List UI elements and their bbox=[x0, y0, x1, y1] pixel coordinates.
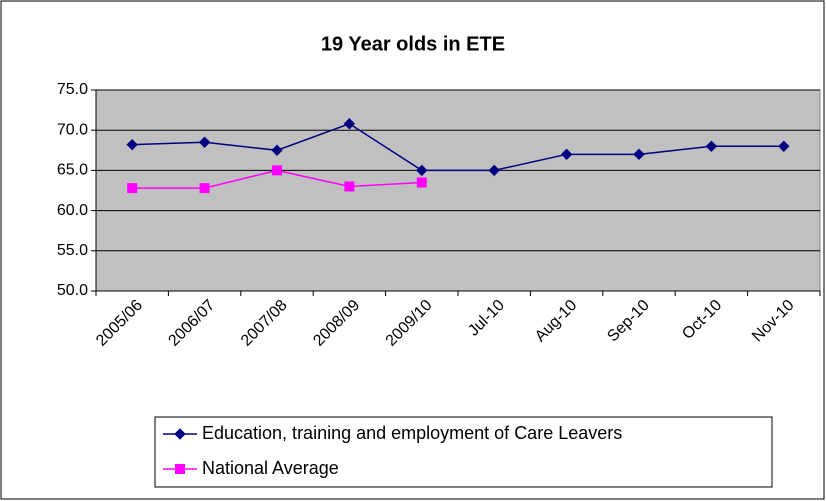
point bbox=[705, 140, 718, 152]
point bbox=[127, 183, 138, 194]
point bbox=[343, 118, 356, 130]
point bbox=[778, 140, 790, 152]
y-tick-label: 65.0 bbox=[57, 162, 88, 179]
chart-title: 19 Year olds in ETE bbox=[321, 33, 505, 55]
plot-area bbox=[95, 89, 821, 292]
point bbox=[416, 177, 427, 188]
point bbox=[175, 464, 185, 474]
point bbox=[271, 144, 283, 157]
legend: Education, training and employment of Ca… bbox=[154, 416, 773, 488]
point bbox=[416, 164, 428, 177]
point bbox=[174, 428, 186, 440]
point bbox=[198, 136, 211, 148]
point bbox=[272, 165, 282, 176]
y-tick-label: 55.0 bbox=[57, 242, 88, 259]
y-tick-label: 70.0 bbox=[57, 121, 88, 138]
y-tick-label: 50.0 bbox=[57, 282, 88, 299]
legend-box bbox=[154, 416, 773, 488]
point bbox=[560, 148, 573, 161]
series-line bbox=[132, 122, 784, 172]
y-tick-label: 75.0 bbox=[57, 81, 88, 98]
point bbox=[199, 183, 210, 194]
legend-label: Education, training and employment of Ca… bbox=[202, 423, 622, 443]
y-tick-label: 60.0 bbox=[57, 202, 88, 219]
legend-label: National Average bbox=[202, 458, 339, 478]
point bbox=[488, 164, 500, 177]
point bbox=[633, 148, 645, 161]
point bbox=[126, 138, 138, 151]
point bbox=[344, 181, 355, 192]
